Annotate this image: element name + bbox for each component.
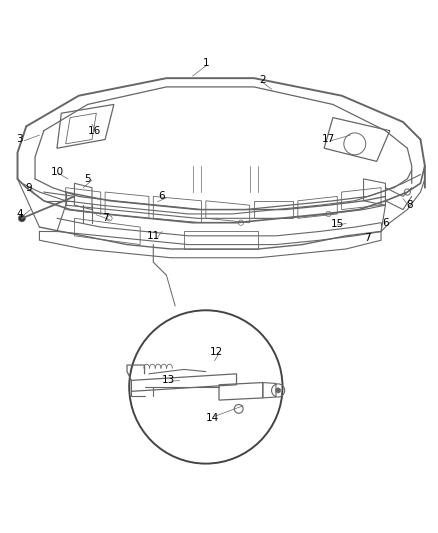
Text: 4: 4 (16, 209, 23, 219)
Text: 7: 7 (102, 213, 109, 223)
Text: 6: 6 (382, 217, 389, 228)
Text: 13: 13 (162, 375, 175, 385)
Text: 17: 17 (322, 134, 335, 144)
Text: 6: 6 (159, 191, 166, 201)
Text: 9: 9 (25, 183, 32, 192)
Text: 2: 2 (259, 75, 266, 85)
Text: 16: 16 (88, 126, 101, 136)
Text: 8: 8 (406, 200, 413, 210)
Text: 11: 11 (147, 231, 160, 241)
Text: 12: 12 (210, 347, 223, 357)
Circle shape (276, 388, 281, 393)
Text: 3: 3 (16, 134, 23, 144)
Text: 10: 10 (50, 167, 64, 177)
Text: 14: 14 (206, 413, 219, 423)
Circle shape (18, 215, 25, 222)
Text: 1: 1 (202, 58, 209, 68)
Text: 5: 5 (84, 174, 91, 184)
Text: 15: 15 (331, 219, 344, 229)
Text: 7: 7 (364, 233, 371, 243)
